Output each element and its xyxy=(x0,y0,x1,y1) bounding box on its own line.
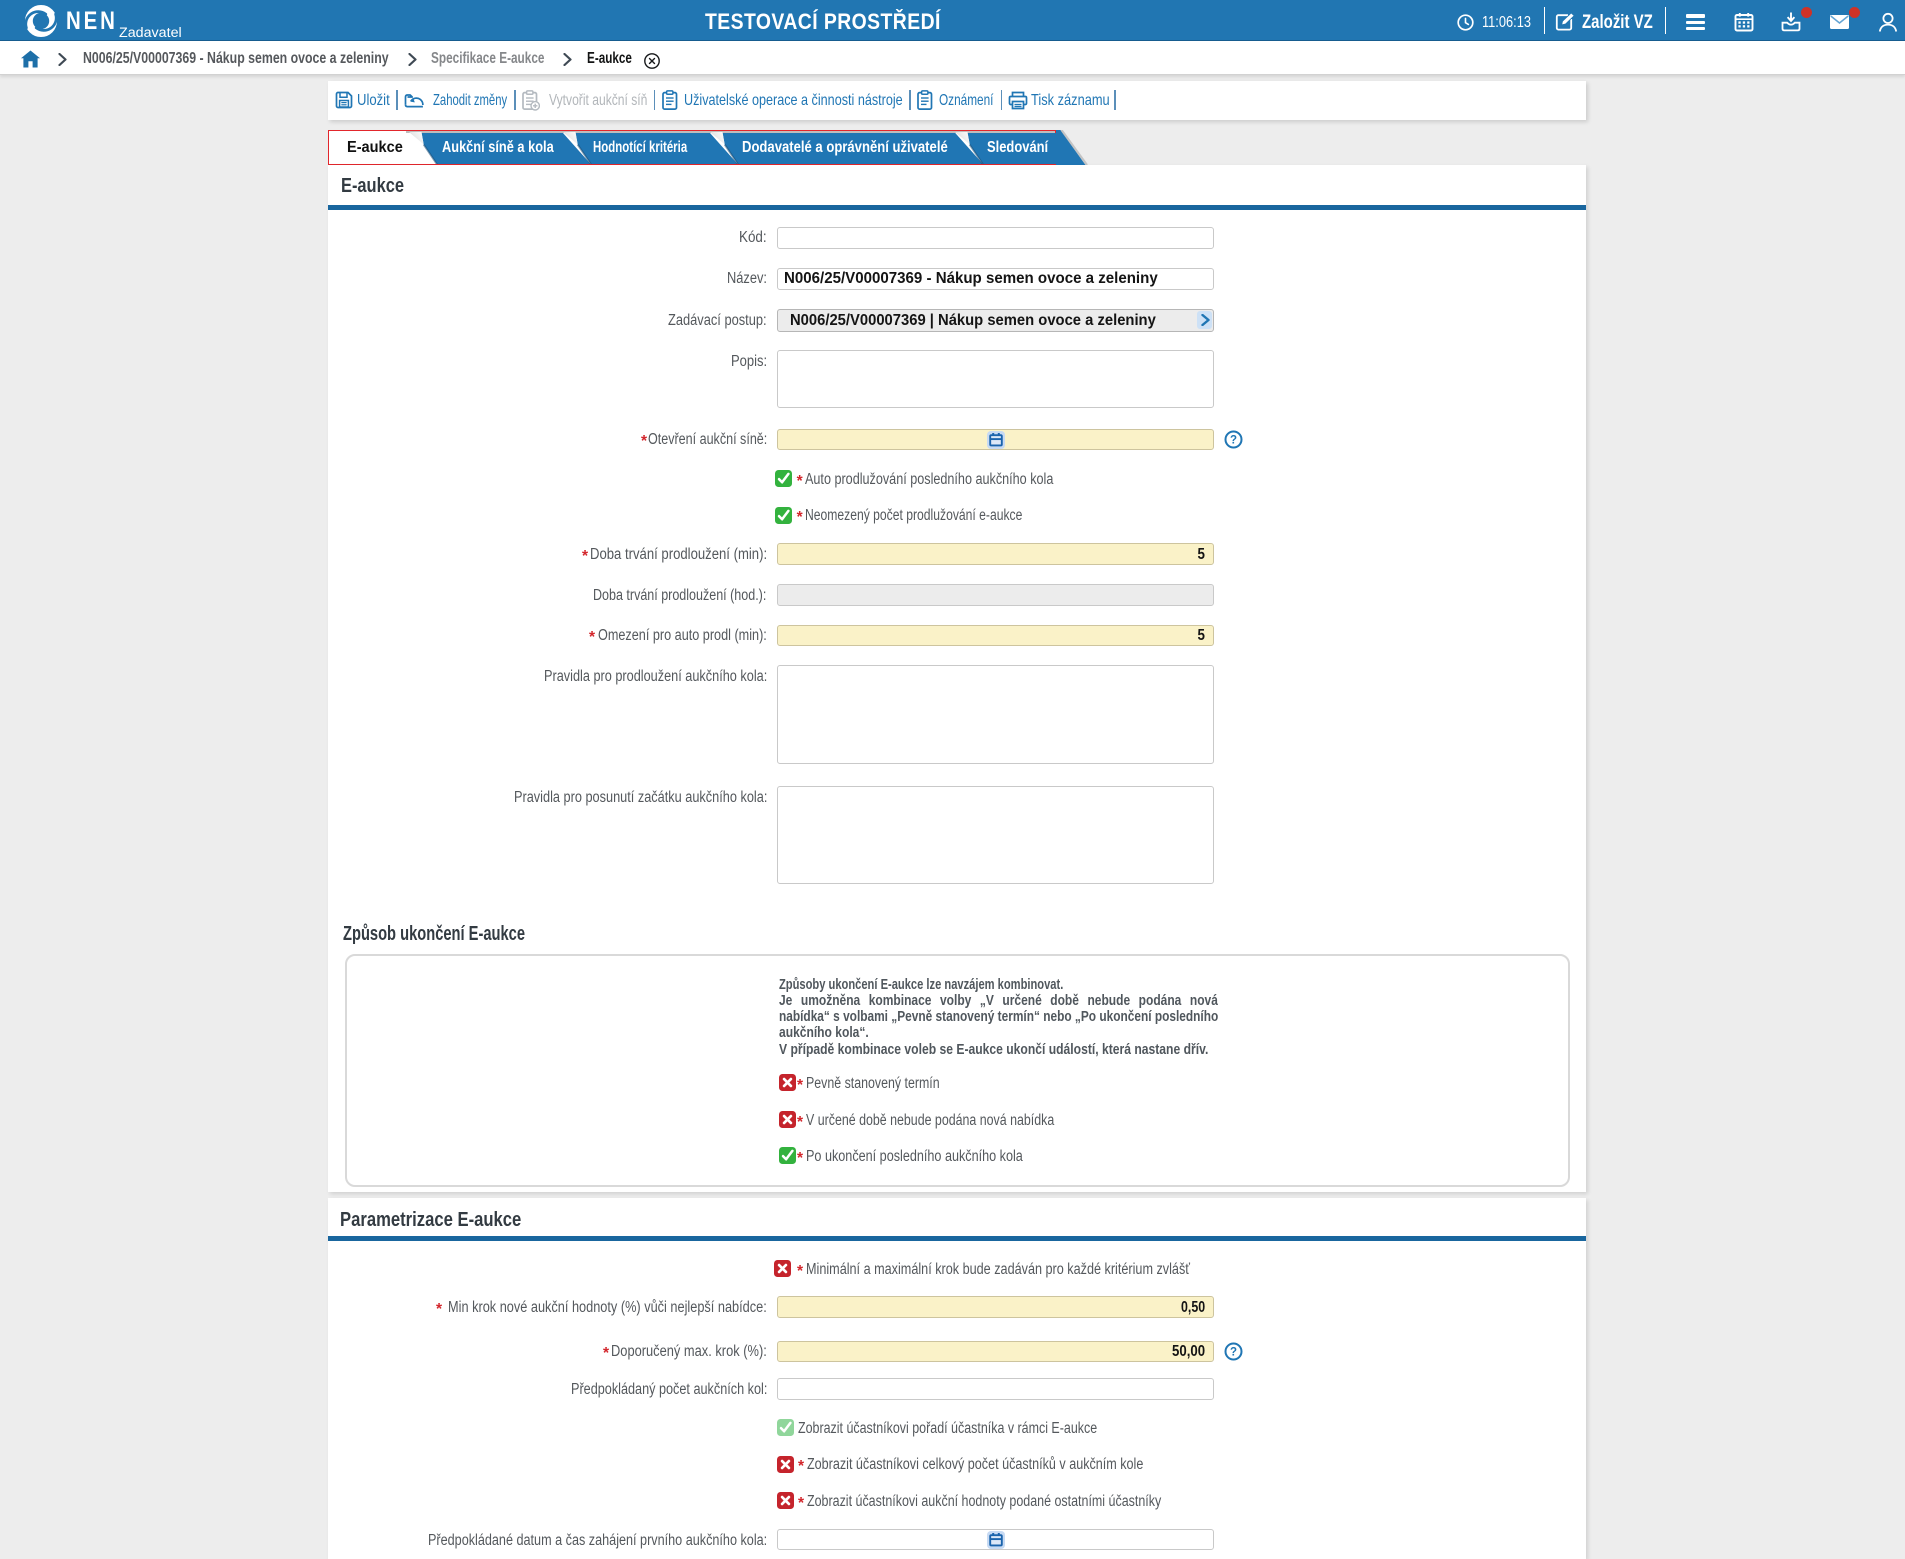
svg-text:?: ? xyxy=(1230,434,1237,446)
svg-text:?: ? xyxy=(1230,1347,1237,1359)
